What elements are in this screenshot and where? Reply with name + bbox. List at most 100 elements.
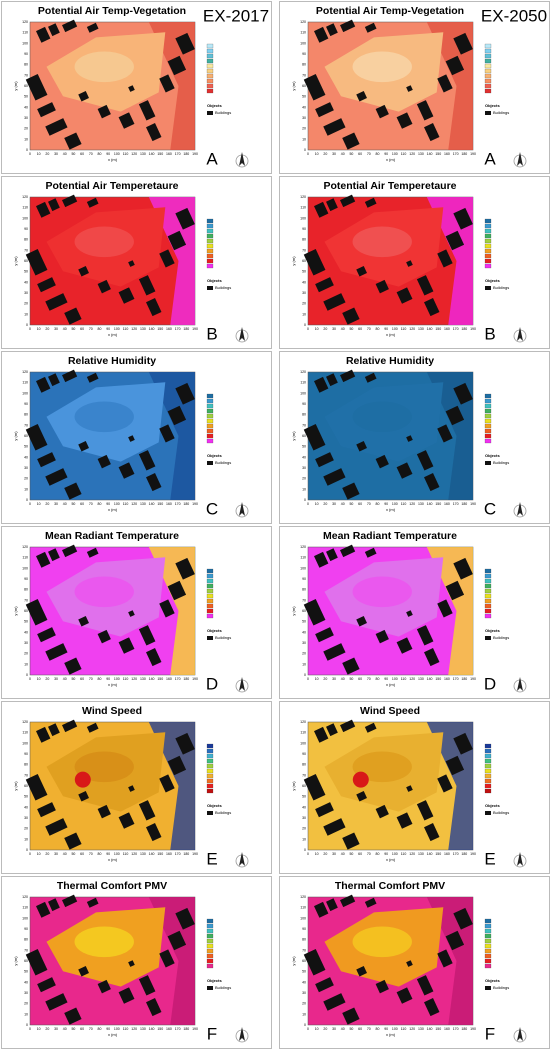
x-tick-label: 0 [307, 152, 309, 156]
building [453, 557, 473, 580]
building [375, 979, 389, 994]
building [86, 22, 99, 33]
legend-swatch [484, 238, 492, 244]
x-tick-label: 50 [71, 852, 75, 856]
y-tick-label: 20 [24, 302, 28, 306]
x-tick-label: 190 [192, 152, 198, 156]
x-tick-label: 180 [183, 502, 189, 506]
map-core [74, 226, 134, 258]
legend-objects: Objects [207, 628, 222, 633]
x-tick-label: 90 [384, 502, 388, 506]
building [416, 100, 434, 121]
y-tick-label: 110 [22, 556, 28, 560]
building [97, 804, 111, 819]
north-arrow [239, 677, 245, 691]
building [396, 287, 413, 304]
y-tick-label: 60 [24, 609, 28, 613]
building [48, 723, 60, 737]
legend-objects: Objects [485, 103, 500, 108]
y-tick-label: 90 [24, 402, 28, 406]
building [97, 979, 111, 994]
y-tick-label: 20 [24, 652, 28, 656]
x-tick-label: 30 [332, 152, 336, 156]
x-tick-label: 20 [45, 1027, 49, 1031]
x-tick-label: 110 [401, 677, 407, 681]
legend-swatch [484, 588, 492, 594]
y-tick-label: 100 [300, 41, 306, 45]
x-tick-label: 140 [149, 677, 155, 681]
legend-swatch [484, 73, 492, 79]
x-tick-label: 70 [367, 327, 371, 331]
x-tick-label: 160 [166, 677, 172, 681]
building [445, 230, 465, 251]
building [25, 599, 48, 626]
legend-swatch [484, 253, 492, 259]
x-tick-label: 130 [140, 1027, 146, 1031]
x-tick-label: 110 [123, 327, 129, 331]
y-tick-label: 40 [302, 630, 306, 634]
x-tick-label: 30 [54, 152, 58, 156]
y-tick-label: 60 [302, 959, 306, 963]
x-tick-label: 180 [183, 677, 189, 681]
legend-building-swatch [485, 811, 491, 815]
x-tick-label: 150 [157, 677, 163, 681]
map-core [352, 226, 412, 258]
x-tick-label: 20 [45, 852, 49, 856]
y-axis-label: y (m) [13, 81, 18, 91]
building [64, 832, 82, 850]
legend-building-swatch [207, 286, 213, 290]
building [314, 551, 329, 568]
x-tick-label: 120 [131, 502, 137, 506]
y-tick-label: 30 [24, 816, 28, 820]
x-tick-label: 120 [131, 327, 137, 331]
legend-swatch [206, 403, 214, 409]
building [45, 468, 68, 486]
x-tick-label: 40 [63, 677, 67, 681]
legend-swatch [484, 408, 492, 414]
x-tick-label: 190 [470, 1027, 476, 1031]
building [424, 123, 440, 142]
panel-letter: E [206, 849, 217, 868]
column-header: EX-2017 [203, 6, 269, 25]
x-tick-label: 80 [98, 152, 102, 156]
legend-swatch [484, 608, 492, 614]
legend-swatch [206, 948, 214, 954]
y-tick-label: 100 [300, 566, 306, 570]
x-tick-label: 90 [384, 677, 388, 681]
x-axis-label: x (m) [386, 682, 396, 687]
y-tick-label: 80 [302, 238, 306, 242]
building [314, 26, 329, 43]
building [36, 551, 51, 568]
y-tick-label: 0 [26, 673, 28, 677]
building [356, 266, 367, 277]
building [159, 74, 175, 93]
y-tick-label: 50 [24, 795, 28, 799]
x-tick-label: 50 [71, 502, 75, 506]
x-tick-label: 70 [89, 502, 93, 506]
legend-swatch [484, 48, 492, 54]
y-tick-label: 40 [24, 280, 28, 284]
building [37, 977, 56, 993]
building [159, 949, 175, 968]
y-tick-label: 110 [22, 31, 28, 35]
north-arrow [239, 1027, 245, 1041]
north-arrow [517, 852, 523, 866]
legend-swatch [206, 398, 214, 404]
x-tick-label: 100 [392, 502, 398, 506]
building [342, 307, 360, 325]
panel-letter: F [207, 1024, 217, 1043]
x-tick-label: 160 [444, 1027, 450, 1031]
x-tick-label: 50 [71, 152, 75, 156]
y-tick-label: 110 [300, 731, 306, 735]
legend-swatch [484, 228, 492, 234]
building [146, 998, 162, 1017]
building [314, 726, 329, 743]
building [424, 823, 440, 842]
y-tick-label: 100 [22, 216, 28, 220]
building [167, 930, 187, 951]
x-axis-label: x (m) [386, 857, 396, 862]
building [86, 722, 99, 733]
x-tick-label: 180 [183, 152, 189, 156]
legend-objects: Objects [207, 103, 222, 108]
legend-swatch [206, 588, 214, 594]
